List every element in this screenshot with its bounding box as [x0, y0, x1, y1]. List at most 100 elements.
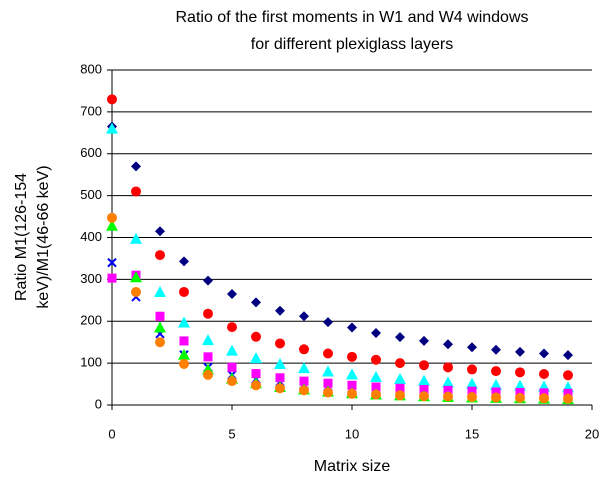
- x-tick-label: 10: [345, 426, 359, 441]
- point: [371, 382, 381, 392]
- point: [275, 373, 285, 383]
- y-tick-label: 600: [80, 145, 102, 160]
- point: [322, 365, 334, 377]
- point: [179, 256, 189, 267]
- point: [371, 389, 381, 400]
- point: [563, 350, 573, 361]
- y-tick-label: 400: [80, 229, 102, 244]
- point: [539, 348, 549, 359]
- point: [299, 376, 309, 386]
- point: [106, 219, 118, 231]
- point: [227, 322, 237, 333]
- chart-title: for different plexiglass layers: [251, 36, 453, 53]
- point: [443, 362, 453, 373]
- point: [539, 369, 549, 380]
- point: [107, 257, 117, 268]
- point: [131, 286, 141, 297]
- point: [179, 358, 189, 369]
- y-axis-label: keV)/M1(46-66 keV): [35, 165, 52, 308]
- point: [395, 390, 405, 401]
- point: [371, 354, 381, 365]
- point: [323, 317, 333, 328]
- point: [251, 297, 261, 308]
- point: [130, 271, 142, 283]
- point: [154, 321, 166, 333]
- y-tick-label: 500: [80, 187, 102, 202]
- point: [250, 352, 262, 364]
- point: [227, 376, 237, 387]
- y-tick-label: 0: [95, 396, 102, 411]
- point: [467, 386, 477, 396]
- point: [419, 385, 429, 395]
- point: [418, 374, 430, 386]
- point: [394, 373, 406, 385]
- point: [106, 122, 118, 134]
- point: [491, 392, 501, 403]
- point: [130, 232, 142, 244]
- point: [251, 380, 261, 391]
- point: [155, 250, 165, 261]
- point: [491, 366, 501, 377]
- point: [299, 344, 309, 355]
- point: [515, 392, 525, 403]
- point: [155, 226, 165, 237]
- point: [107, 94, 117, 105]
- point: [323, 378, 333, 388]
- point: [179, 286, 189, 297]
- point: [323, 387, 333, 398]
- y-axis-label: Ratio M1(126-154: [13, 173, 30, 301]
- point: [467, 392, 477, 403]
- point: [419, 391, 429, 402]
- point: [251, 331, 261, 342]
- point: [275, 383, 285, 394]
- point: [154, 285, 166, 297]
- point: [466, 377, 478, 389]
- point: [203, 369, 213, 380]
- point: [442, 376, 454, 388]
- point: [515, 367, 525, 378]
- x-axis-label: Matrix size: [314, 458, 391, 475]
- y-tick-label: 700: [80, 103, 102, 118]
- point: [370, 370, 382, 382]
- point: [563, 370, 573, 381]
- y-tick-label: 300: [80, 271, 102, 286]
- x-tick-label: 20: [585, 426, 599, 441]
- point: [515, 346, 525, 357]
- point: [107, 273, 117, 283]
- point: [155, 337, 165, 348]
- point: [203, 275, 213, 286]
- point: [203, 308, 213, 319]
- point: [491, 344, 501, 355]
- point: [131, 161, 141, 172]
- point: [323, 348, 333, 359]
- point: [275, 338, 285, 349]
- x-tick-label: 0: [108, 426, 115, 441]
- point: [467, 342, 477, 353]
- point: [347, 380, 357, 390]
- point: [443, 339, 453, 350]
- point: [371, 327, 381, 338]
- y-tick-label: 800: [80, 61, 102, 76]
- x-tick-label: 5: [228, 426, 235, 441]
- point: [179, 336, 189, 346]
- point: [299, 311, 309, 322]
- point: [178, 316, 190, 328]
- point: [107, 212, 117, 223]
- point: [202, 334, 214, 346]
- point: [298, 362, 310, 374]
- point: [346, 368, 358, 380]
- point: [490, 378, 502, 390]
- point: [467, 364, 477, 375]
- x-tick-label: 15: [465, 426, 479, 441]
- y-tick-label: 100: [80, 355, 102, 370]
- point: [227, 289, 237, 300]
- point: [347, 388, 357, 399]
- y-tick-label: 200: [80, 313, 102, 328]
- point: [299, 385, 309, 396]
- point: [155, 311, 165, 321]
- point: [131, 186, 141, 197]
- point: [178, 348, 190, 360]
- point: [419, 335, 429, 346]
- point: [347, 322, 357, 333]
